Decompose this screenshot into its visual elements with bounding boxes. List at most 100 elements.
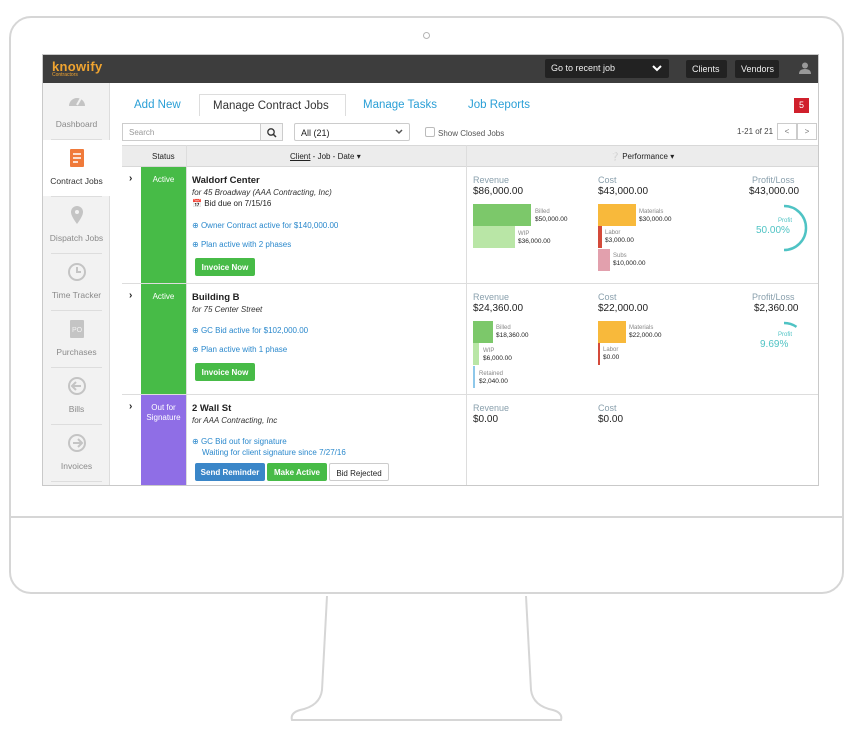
make-active-button[interactable]: Make Active (267, 463, 327, 481)
labor-value: $0.00 (603, 354, 620, 361)
gauge-icon (69, 97, 85, 106)
show-closed-checkbox[interactable] (425, 127, 435, 137)
plan-link[interactable]: ⊕ Plan active with 2 phases (192, 240, 291, 249)
sidebar-item-label: Contract Jobs (50, 176, 103, 186)
client-header-rest: - Job - Date (310, 152, 355, 161)
plan-link-text: Plan active with 2 phases (200, 240, 292, 249)
recent-job-dropdown[interactable]: Go to recent job (545, 59, 669, 78)
sidebar-divider (51, 310, 102, 311)
logo-subtitle: Contractors (52, 72, 78, 78)
user-icon[interactable] (798, 61, 812, 75)
profit-loss-value: $2,360.00 (754, 303, 799, 314)
job-name[interactable]: Building B (192, 292, 240, 303)
bid-rejected-button[interactable]: Bid Rejected (329, 463, 389, 481)
cost-value: $43,000.00 (598, 186, 649, 197)
contract-link-text: GC Bid out for signature (200, 437, 287, 446)
sidebar-item-label: Dispatch Jobs (49, 233, 104, 243)
client-sort-link[interactable]: Client (290, 152, 311, 161)
clients-button[interactable]: Clients (686, 60, 727, 78)
revenue-value: $24,360.00 (473, 303, 524, 314)
materials-value: $30,000.00 (639, 216, 672, 223)
cost-value: $0.00 (598, 414, 624, 425)
bid-due-text: Bid due on 7/15/16 (204, 199, 272, 208)
table-header: Status Client - Job - Date ▾ ❔ Performan… (122, 145, 818, 167)
sidebar-item-invoices[interactable]: Invoices (43, 425, 110, 481)
plan-link-text: Plan active with 1 phase (200, 345, 288, 354)
invoice-now-button[interactable]: Invoice Now (195, 258, 255, 276)
monitor-chin-divider (9, 516, 844, 518)
materials-value: $22,000.00 (629, 332, 662, 339)
arrow-right-circle-icon (68, 434, 86, 452)
wip-value: $36,000.00 (518, 238, 551, 245)
plus-circle-icon: ⊕ (192, 240, 199, 249)
contract-link[interactable]: ⊕ Owner Contract active for $140,000.00 (192, 221, 338, 230)
wip-value: $6,000.00 (483, 355, 512, 362)
clock-icon (68, 263, 86, 281)
billed-label: Billed (535, 209, 550, 215)
chevron-down-icon: ▾ (356, 152, 361, 161)
job-client: for 45 Broadway (AAA Contracting, Inc) (192, 188, 332, 197)
plan-link[interactable]: ⊕ Plan active with 1 phase (192, 345, 287, 354)
sidebar-divider (51, 481, 102, 482)
send-reminder-button[interactable]: Send Reminder (195, 463, 265, 481)
column-divider (466, 145, 467, 485)
performance-column-header[interactable]: ❔ Performance ▾ (610, 152, 674, 161)
profit-gauge (783, 321, 798, 328)
prev-page-button[interactable]: < (777, 123, 797, 140)
tab-job-reports[interactable]: Job Reports (468, 99, 531, 111)
pagination-info: 1-21 of 21 (737, 127, 774, 136)
search-input[interactable]: Search (122, 123, 261, 141)
expand-chevron-icon[interactable]: › (129, 290, 133, 301)
sidebar-divider (51, 253, 102, 254)
logo[interactable]: knowify (52, 59, 103, 74)
profit-gauge (783, 204, 808, 252)
profit-percent: 9.69% (760, 339, 789, 350)
recent-job-label: Go to recent job (551, 63, 616, 73)
search-icon (267, 128, 277, 138)
job-name[interactable]: Waldorf Center (192, 175, 260, 186)
sidebar: Dashboard Contract Jobs Dispatch Jobs Ti… (43, 83, 118, 485)
labor-label: Labor (603, 347, 619, 353)
billed-bar (473, 321, 493, 343)
subs-bar (598, 249, 610, 271)
expand-chevron-icon[interactable]: › (129, 173, 133, 184)
labor-bar (598, 343, 600, 365)
cost-label: Cost (598, 403, 617, 413)
bid-due: 📅 Bid due on 7/15/16 (192, 199, 271, 208)
status-badge: Active (141, 167, 186, 283)
tab-add-new[interactable]: Add New (134, 99, 181, 111)
expand-chevron-icon[interactable]: › (129, 401, 133, 412)
document-dollar-icon (70, 149, 84, 167)
sidebar-item-dashboard[interactable]: Dashboard (43, 83, 110, 139)
map-pin-icon (71, 206, 83, 224)
sidebar-item-bills[interactable]: Bills (43, 368, 110, 424)
sidebar-item-label: Invoices (60, 461, 93, 471)
retained-bar (473, 366, 475, 388)
sidebar-item-label: Purchases (56, 347, 97, 357)
sidebar-item-purchases[interactable]: PO Purchases (43, 311, 110, 367)
contract-link-text: Owner Contract active for $140,000.00 (200, 221, 339, 230)
notification-badge[interactable]: 5 (794, 98, 809, 113)
job-filter-value: All (21) (301, 128, 330, 138)
job-name[interactable]: 2 Wall St (192, 403, 232, 414)
vendors-button[interactable]: Vendors (735, 60, 779, 78)
sidebar-item-dispatch-jobs[interactable]: Dispatch Jobs (43, 197, 110, 253)
calendar-icon: 📅 (192, 199, 202, 208)
invoice-now-button[interactable]: Invoice Now (195, 363, 255, 381)
sidebar-item-time-tracker[interactable]: Time Tracker (43, 254, 110, 310)
tab-manage-contract-jobs[interactable]: Manage Contract Jobs (199, 94, 346, 116)
search-button[interactable] (261, 123, 283, 141)
revenue-value: $86,000.00 (473, 186, 524, 197)
contract-link[interactable]: ⊕ GC Bid out for signature (192, 437, 287, 446)
tab-manage-tasks[interactable]: Manage Tasks (363, 99, 437, 111)
wip-bar (473, 343, 479, 365)
materials-label: Materials (629, 325, 654, 331)
contract-link[interactable]: ⊕ GC Bid active for $102,000.00 (192, 326, 308, 335)
revenue-label: Revenue (473, 403, 510, 413)
next-page-button[interactable]: > (797, 123, 817, 140)
labor-bar (598, 226, 602, 248)
job-filter-select[interactable]: All (21) (294, 123, 410, 141)
profit-label: Profit (778, 332, 793, 338)
client-column-header[interactable]: Client - Job - Date ▾ (290, 152, 361, 161)
sidebar-item-contract-jobs[interactable]: Contract Jobs (43, 140, 118, 196)
